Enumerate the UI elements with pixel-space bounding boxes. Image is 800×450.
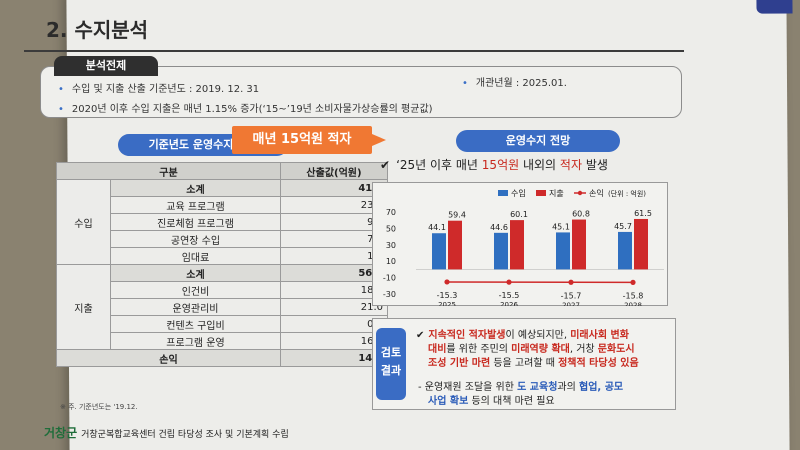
expense-category: 지출	[56, 264, 111, 350]
bar-expense	[448, 220, 462, 270]
income-category: 수입	[56, 179, 111, 265]
bar-expense	[572, 219, 586, 270]
check-icon: ✔	[416, 330, 425, 341]
data-label-income: 45.7	[614, 222, 632, 231]
legend-profit-marker	[577, 190, 583, 196]
y-tick-label: 50	[386, 224, 396, 233]
x-tick-label: 2027	[562, 301, 580, 306]
table-row: 컨텐츠 구입비0.7	[57, 315, 388, 333]
review-line-3: 조성 기반 마련 등을 고려할 때 정책적 타당성 있음	[428, 358, 639, 369]
data-label-income: 44.6	[490, 223, 508, 232]
chart-unit-label: (단위 : 억원)	[608, 189, 646, 198]
bar-income	[432, 233, 446, 270]
x-tick-label: 2026	[500, 301, 518, 306]
footer: 거창군 거창군복합교육센터 건립 타당성 조사 및 기본계획 수립	[44, 426, 289, 440]
corner-tab: ...	[756, 0, 793, 14]
premise-line-3: • 개관년월 : 2025.01.	[462, 78, 567, 89]
bar-expense	[634, 218, 648, 270]
deficit-callout: 매년 15억원 적자	[232, 126, 386, 154]
premise-line-1: • 수입 및 지출 산출 기준년도 : 2019. 12. 31	[58, 84, 260, 95]
table-row: 진로체험 프로그램9.5	[57, 213, 388, 231]
bullet-icon: •	[58, 84, 64, 95]
data-label-profit: -15.3	[437, 291, 458, 300]
legend-profit-label: 손익	[589, 188, 604, 198]
forecast-chart: 수입 지출 손익 (단위 : 억원) 70 50 30 10 -10 -30 44.159.…	[383, 188, 664, 306]
x-tick-label: 2025	[438, 301, 456, 306]
y-tick-label: 10	[386, 257, 396, 266]
data-label-income: 44.1	[428, 223, 446, 232]
bar-income	[618, 231, 632, 270]
review-line-5: 사업 확보 등의 대책 마련 필요	[428, 396, 555, 407]
data-label-expense: 60.8	[572, 210, 590, 219]
table-row: 교육 프로그램23.1	[57, 196, 388, 214]
y-tick-label: 30	[386, 241, 396, 250]
y-tick-label: 70	[386, 208, 396, 217]
y-tick-label: -30	[383, 290, 396, 299]
table-header-row: 구분 산출값(억원)	[56, 162, 388, 180]
point-profit	[506, 279, 512, 285]
review-label: 검토 결과	[376, 328, 406, 400]
table-row: 지출 소계 56.1	[56, 264, 388, 350]
bullet-icon: •	[58, 104, 64, 115]
page-title: 2. 수지분석	[46, 18, 149, 42]
review-line-2: 대비를 위한 주민의 미래역량 확대, 거창 문화도시	[428, 344, 635, 355]
bar-income	[556, 232, 570, 270]
table-row: 운영관리비 21.0	[57, 298, 388, 316]
review-box	[372, 318, 676, 410]
operating-balance-table: 구분 산출값(억원) 수입 소계 41.7 교육 프로그램23.1 진로체험 프…	[56, 162, 388, 367]
legend-income-label: 수입	[511, 189, 526, 198]
bar-expense	[510, 220, 524, 270]
point-profit	[444, 279, 450, 285]
col-value: 산출값(억원)	[280, 162, 388, 180]
table-row: 수입 소계 41.7	[56, 179, 388, 265]
county-logo: 거창군	[44, 426, 78, 440]
x-tick-label: 2028	[624, 301, 642, 306]
table-row: 임대료1.9	[57, 247, 388, 265]
data-label-profit: -15.7	[561, 291, 582, 300]
forecast-heading: 운영수지 전망	[456, 130, 620, 152]
data-label-expense: 59.4	[448, 211, 466, 220]
chart-legend: 수입 지출 손익 (단위 : 억원)	[498, 188, 646, 198]
data-label-income: 45.1	[552, 222, 570, 231]
premise-tab: 분석전제	[54, 56, 158, 76]
table-footnote: ※ 주. 기준년도는 '19.12.	[60, 403, 138, 411]
forecast-summary: ✔ ‘25년 이후 매년 15억원 내외의 적자 발생	[380, 158, 608, 172]
bar-income	[494, 232, 508, 270]
title-divider	[24, 50, 684, 52]
check-icon: ✔	[380, 158, 391, 172]
point-profit	[568, 279, 574, 285]
legend-expense-swatch	[536, 190, 546, 196]
legend-income-swatch	[498, 190, 508, 196]
review-line-1: ✔ 지속적인 적자발생이 예상되지만, 미래사회 변화	[416, 330, 629, 341]
data-label-expense: 60.1	[510, 210, 528, 219]
review-line-4: - 운영재원 조달을 위한 도 교육청과의 협업, 공모	[418, 382, 624, 393]
bullet-icon: •	[462, 78, 468, 89]
legend-expense-label: 지출	[549, 188, 564, 198]
premise-line-2: • 2020년 이후 수입 지출은 매년 1.15% 증가(‘15~’19년 소비…	[58, 104, 433, 115]
point-profit	[630, 279, 636, 285]
col-category: 구분	[56, 162, 281, 180]
y-tick-label: -10	[383, 274, 396, 283]
total-row: 손익 14.4	[56, 349, 388, 367]
table-row: 프로그램 운영16.3	[57, 332, 388, 350]
data-label-expense: 61.5	[634, 209, 652, 218]
data-label-profit: -15.5	[499, 291, 520, 300]
table-row: 인건비18.0	[57, 281, 388, 299]
data-label-profit: -15.8	[623, 291, 644, 300]
